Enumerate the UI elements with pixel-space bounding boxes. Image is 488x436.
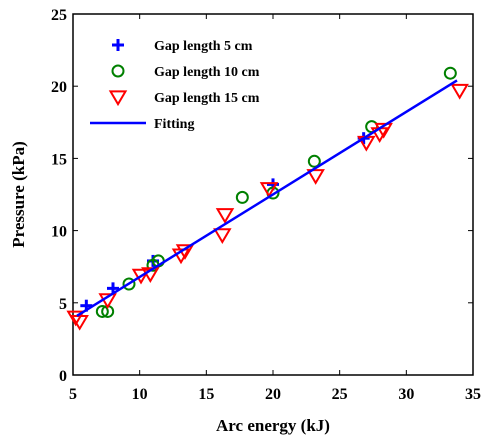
x-tick-label: 10 bbox=[132, 386, 148, 403]
data-point bbox=[374, 122, 393, 139]
data-point bbox=[215, 208, 235, 224]
legend-entry: Gap length 10 cm bbox=[111, 64, 260, 80]
data-point bbox=[443, 66, 457, 80]
data-point bbox=[307, 154, 321, 168]
legend-entry: Gap length 15 cm bbox=[108, 90, 260, 107]
data-point bbox=[70, 314, 89, 331]
y-tick-label: 15 bbox=[51, 151, 67, 168]
x-tick-label: 5 bbox=[69, 386, 77, 403]
x-tick-label: 30 bbox=[398, 386, 414, 403]
data-point bbox=[98, 293, 117, 310]
x-tick-label: 25 bbox=[332, 386, 348, 403]
data-point bbox=[306, 169, 325, 185]
legend-label: Gap length 15 cm bbox=[154, 91, 260, 106]
legend-swatch bbox=[112, 39, 124, 51]
x-axis-label: Arc energy (kJ) bbox=[216, 416, 330, 435]
legend-label: Gap length 5 cm bbox=[154, 39, 253, 54]
y-tick-label: 10 bbox=[51, 224, 67, 241]
fitting-line bbox=[76, 79, 458, 317]
series-2 bbox=[66, 83, 469, 331]
x-tick-label: 35 bbox=[465, 386, 481, 403]
series-layer bbox=[66, 66, 469, 331]
x-tick-label: 20 bbox=[265, 386, 281, 403]
legend-box bbox=[84, 32, 214, 144]
legend-swatch bbox=[111, 64, 125, 78]
series-3 bbox=[76, 79, 458, 317]
data-point bbox=[450, 83, 469, 100]
data-point bbox=[235, 190, 249, 204]
y-tick-label: 0 bbox=[59, 368, 67, 385]
data-point bbox=[122, 277, 136, 291]
data-point bbox=[259, 182, 279, 198]
data-point bbox=[95, 304, 109, 318]
y-axis-label: Pressure (kPa) bbox=[9, 141, 28, 248]
y-tick-label: 5 bbox=[59, 296, 67, 313]
legend-label: Fitting bbox=[154, 117, 194, 132]
data-point bbox=[141, 267, 160, 284]
data-point bbox=[66, 310, 85, 327]
data-point bbox=[213, 228, 232, 245]
legend: Gap length 5 cm Gap length 10 cm Gap lengt… bbox=[84, 32, 260, 144]
legend-entry: Fitting bbox=[90, 117, 194, 132]
x-tick-label: 15 bbox=[198, 386, 214, 403]
y-tick-label: 20 bbox=[51, 79, 67, 96]
legend-label: Gap length 10 cm bbox=[154, 65, 260, 80]
y-tick-label: 25 bbox=[51, 7, 67, 24]
legend-entry: Gap length 5 cm bbox=[112, 39, 253, 54]
data-point bbox=[131, 268, 151, 285]
axis-ticks bbox=[72, 13, 474, 376]
legend-swatch bbox=[108, 90, 128, 107]
